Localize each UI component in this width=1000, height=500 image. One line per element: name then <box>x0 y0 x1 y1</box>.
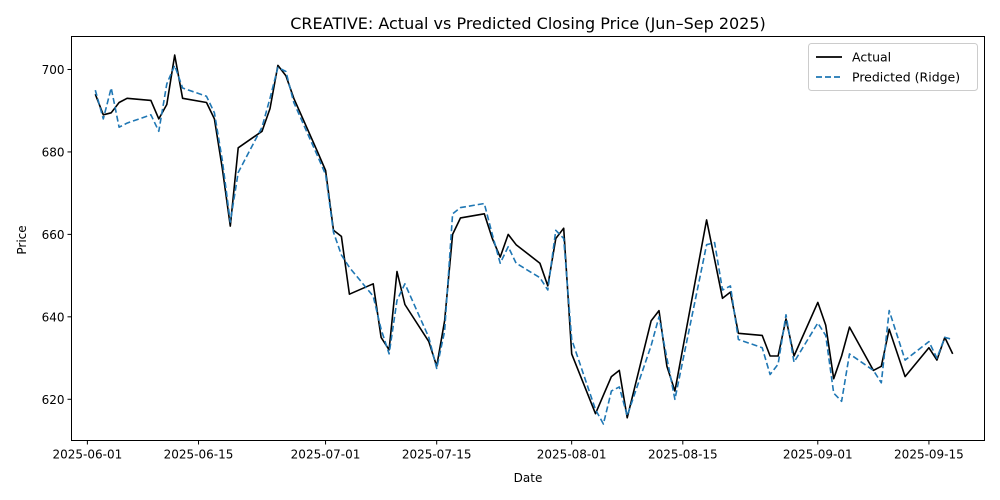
x-tick-label: 2025-09-15 <box>894 448 964 462</box>
x-axis-ticks: 2025-06-01 2025-06-15 2025-07-01 2025-07-15… <box>53 440 964 462</box>
chart-title: CREATIVE: Actual vs Predicted Closing Pr… <box>290 14 766 33</box>
y-tick-label: 680 <box>42 145 65 159</box>
x-tick-label: 2025-06-01 <box>53 448 123 462</box>
x-axis-label: Date <box>514 471 543 485</box>
plot-frame <box>71 36 985 441</box>
x-tick-label: 2025-08-01 <box>537 448 607 462</box>
x-tick-label: 2025-07-01 <box>291 448 361 462</box>
x-tick-label: 2025-07-15 <box>402 448 472 462</box>
y-tick-label: 640 <box>42 310 65 324</box>
legend-frame <box>808 43 978 91</box>
y-axis-label: Price <box>15 225 29 254</box>
y-tick-label: 620 <box>42 393 65 407</box>
legend-label-predicted: Predicted (Ridge) <box>852 70 960 85</box>
y-tick-label: 700 <box>42 63 65 77</box>
legend: Actual Predicted (Ridge) <box>808 43 978 91</box>
x-tick-label: 2025-08-15 <box>648 448 718 462</box>
series-line-actual <box>94 54 954 419</box>
plot-area <box>71 36 985 441</box>
series-layer <box>94 54 954 425</box>
x-tick-label: 2025-09-01 <box>783 448 853 462</box>
series-line-predicted <box>94 64 953 425</box>
y-tick-label: 660 <box>42 228 65 242</box>
x-tick-label: 2025-06-15 <box>164 448 234 462</box>
y-axis-ticks: 620 640 660 680 700 <box>42 63 72 407</box>
legend-label-actual: Actual <box>852 50 891 65</box>
